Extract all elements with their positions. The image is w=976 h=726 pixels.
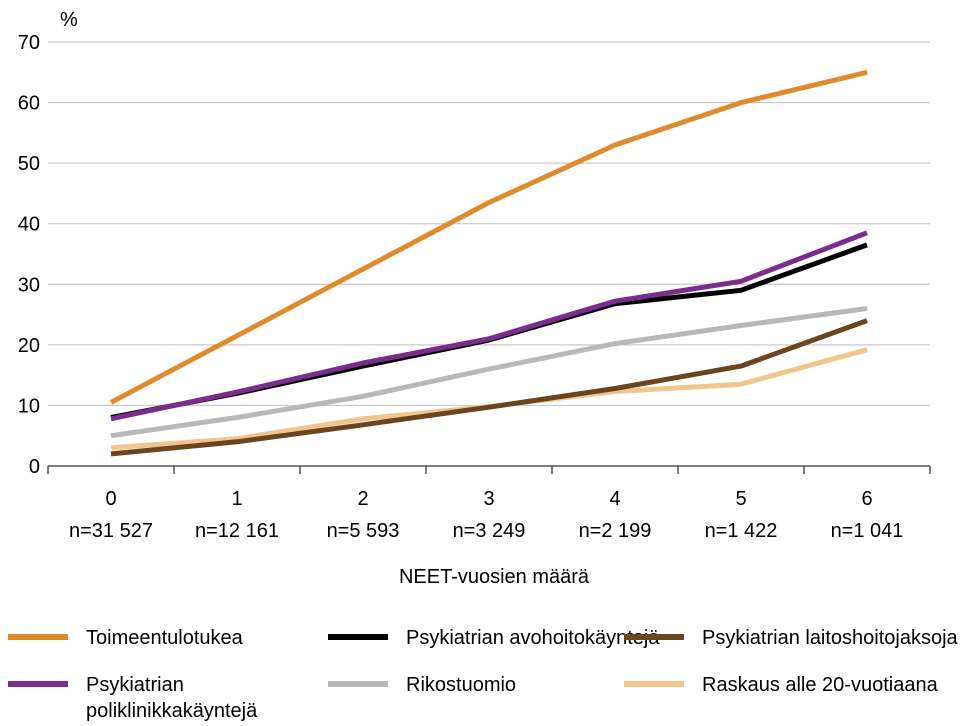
x-tick-n-label: n=31 527 bbox=[69, 520, 153, 542]
series-lines bbox=[109, 69, 868, 457]
series-line-0 bbox=[109, 69, 868, 405]
x-tick-label: 2 bbox=[357, 488, 368, 510]
x-tick-n-label: n=1 422 bbox=[705, 520, 778, 542]
legend: Toimeentulotukea Psykiatrian avohoitokäyn… bbox=[8, 627, 959, 722]
legend-label: Psykiatrian avohoitokäyntejä bbox=[406, 627, 660, 649]
legend-label: Psykiatrian poliklinikkakäyntejä bbox=[86, 674, 258, 722]
y-tick-label: 30 bbox=[18, 274, 40, 296]
legend-label: Toimeentulotukea bbox=[86, 627, 244, 649]
y-tick-label: 40 bbox=[18, 214, 40, 236]
series-line-5 bbox=[110, 347, 868, 451]
x-tick-label: 3 bbox=[483, 488, 494, 510]
y-axis-unit: % bbox=[60, 9, 78, 31]
x-tick-label: 4 bbox=[609, 488, 620, 510]
x-tick-n-label: n=1 041 bbox=[831, 520, 904, 542]
y-tick-label: 60 bbox=[18, 93, 40, 115]
series-line-3 bbox=[110, 230, 868, 422]
legend-label: Raskaus alle 20-vuotiaana bbox=[702, 674, 939, 696]
series-line-1 bbox=[110, 242, 868, 420]
x-tick-n-label: n=2 199 bbox=[579, 520, 652, 542]
x-tick-n-label: n=3 249 bbox=[453, 520, 526, 542]
x-axis-tick-labels: 0 n=31 527 1 n=12 161 2 n=5 593 3 n=3 249 4 n=2 1… bbox=[69, 488, 903, 542]
x-tick-label: 5 bbox=[735, 488, 746, 510]
x-tick-label: 0 bbox=[105, 488, 116, 510]
gridlines bbox=[48, 41, 930, 407]
y-tick-label: 20 bbox=[18, 335, 40, 357]
y-tick-label: 50 bbox=[18, 153, 40, 175]
legend-label: Psykiatrian laitoshoitojaksoja bbox=[702, 627, 959, 649]
x-tick-label: 1 bbox=[231, 488, 242, 510]
x-tick-n-label: n=5 593 bbox=[327, 520, 400, 542]
y-axis-tick-labels: 0 10 20 30 40 50 60 70 bbox=[18, 32, 40, 478]
y-tick-label: 70 bbox=[18, 32, 40, 54]
x-tick-n-label: n=12 161 bbox=[195, 520, 279, 542]
x-tick-label: 6 bbox=[861, 488, 872, 510]
y-tick-label: 10 bbox=[18, 395, 40, 417]
x-axis bbox=[47, 465, 931, 474]
y-tick-label: 0 bbox=[29, 456, 40, 478]
series-line-2 bbox=[110, 318, 868, 457]
x-axis-label: NEET-vuosien määrä bbox=[399, 566, 590, 588]
legend-label: Rikostuomio bbox=[406, 674, 516, 696]
series-line-4 bbox=[110, 306, 868, 439]
